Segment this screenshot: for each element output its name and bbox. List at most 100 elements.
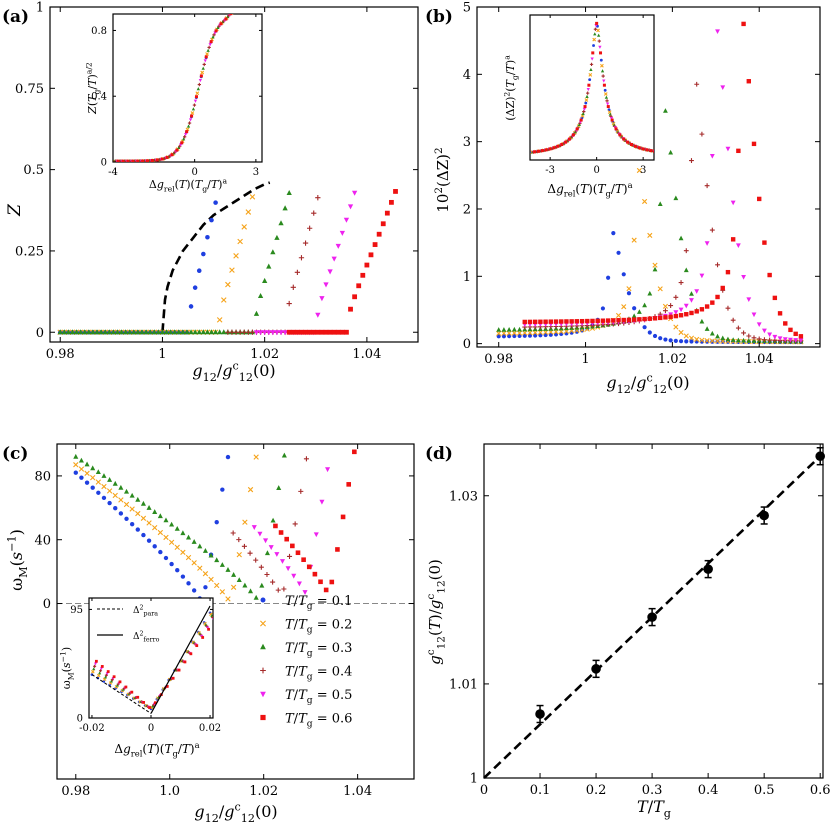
inset-point [582, 109, 586, 114]
data-point [102, 329, 108, 335]
data-point [762, 240, 767, 245]
inset-point [249, 0, 252, 1]
data-point [339, 230, 345, 236]
data-point [247, 550, 253, 556]
data-point [90, 465, 96, 471]
panel-a-xlabel: g12/gc12(0) [192, 360, 275, 384]
data-point [384, 210, 390, 216]
inset-point [233, 9, 236, 12]
data-point [323, 282, 329, 288]
data-point [298, 255, 305, 261]
inset-b-xlabel: Δgrel(T)(Tg/T)a [547, 180, 632, 198]
data-point [205, 234, 210, 240]
data-point [84, 461, 90, 467]
data-point [84, 480, 90, 485]
series-c-1 [73, 292, 258, 601]
data-point [158, 549, 163, 555]
data-point [270, 330, 276, 336]
data-point [678, 313, 684, 318]
plots-layer: 0.98 1 1.02 1.0400.250.50.751g12/gc12(0)Z-4… [5, 0, 830, 825]
data-point [307, 329, 313, 335]
data-point [746, 79, 751, 84]
data-point [356, 283, 362, 289]
data-point [202, 548, 208, 553]
data-point [263, 538, 269, 544]
data-point [631, 317, 637, 322]
inset-point [187, 121, 192, 125]
inset-point [618, 133, 622, 137]
d-ytick-label: 1 [470, 772, 478, 787]
series-c-5 [251, 77, 398, 596]
data-point [683, 267, 689, 273]
data-point [725, 305, 731, 311]
inset-point [106, 670, 110, 673]
inset-point [582, 107, 587, 112]
data-point [284, 536, 290, 542]
data-point [57, 329, 63, 335]
data-point [73, 462, 79, 468]
data-point [276, 325, 281, 330]
data-point [600, 306, 606, 311]
inset-point [568, 137, 572, 141]
data-point [352, 449, 357, 455]
data-point [106, 329, 112, 335]
inset-point [240, 3, 243, 6]
data-point [331, 435, 336, 440]
data-point [704, 326, 710, 331]
data-point [129, 521, 135, 527]
panel-d-frame [483, 443, 824, 779]
panel-tags: (a) (b) (c) (d) [2, 7, 453, 464]
data-point [306, 564, 312, 570]
data-point [174, 544, 180, 550]
inset-point [118, 680, 122, 684]
inset-point [241, 2, 244, 5]
data-point [274, 552, 280, 557]
data-point [626, 317, 632, 323]
legend-marker [260, 643, 266, 650]
data-point [274, 330, 280, 336]
inset-point [98, 671, 102, 675]
data-point [90, 329, 96, 335]
data-point [281, 452, 287, 458]
data-point [95, 479, 102, 485]
inset-point [602, 83, 606, 87]
inset-point [641, 147, 645, 151]
data-point [311, 329, 317, 335]
data-point [767, 272, 772, 278]
a-xtick-label: 1 [158, 347, 166, 362]
ia-ytick-label: 0.8 [91, 26, 107, 37]
legend-label: T/Tg = 0.4 [285, 665, 352, 683]
inset-point [577, 122, 581, 127]
data-point [208, 552, 214, 558]
data-point [174, 525, 180, 531]
data-point [652, 316, 658, 321]
data-point [254, 292, 258, 296]
inset-point [575, 127, 579, 131]
data-point [725, 269, 731, 275]
b-ytick-label: 5 [463, 1, 471, 16]
data-point [248, 588, 254, 594]
inset-point [199, 74, 203, 78]
data-point [175, 568, 180, 573]
data-point [393, 77, 398, 82]
inset-point [595, 21, 599, 25]
inset-point [190, 111, 195, 115]
data-point [730, 337, 736, 342]
data-point [310, 129, 315, 134]
inset-point [586, 91, 590, 95]
data-point [720, 285, 725, 291]
data-point [322, 64, 327, 69]
data-point [302, 240, 309, 246]
data-point [347, 204, 354, 210]
data-point [678, 339, 684, 344]
inset-point [91, 669, 95, 674]
data-point [762, 328, 767, 334]
data-point [112, 492, 118, 499]
data-point [746, 333, 752, 339]
inset-point [154, 701, 157, 705]
inset-point [614, 127, 618, 131]
legend-marker [260, 620, 266, 627]
data-point [323, 587, 329, 593]
data-point [657, 286, 663, 292]
data-point [123, 488, 130, 494]
